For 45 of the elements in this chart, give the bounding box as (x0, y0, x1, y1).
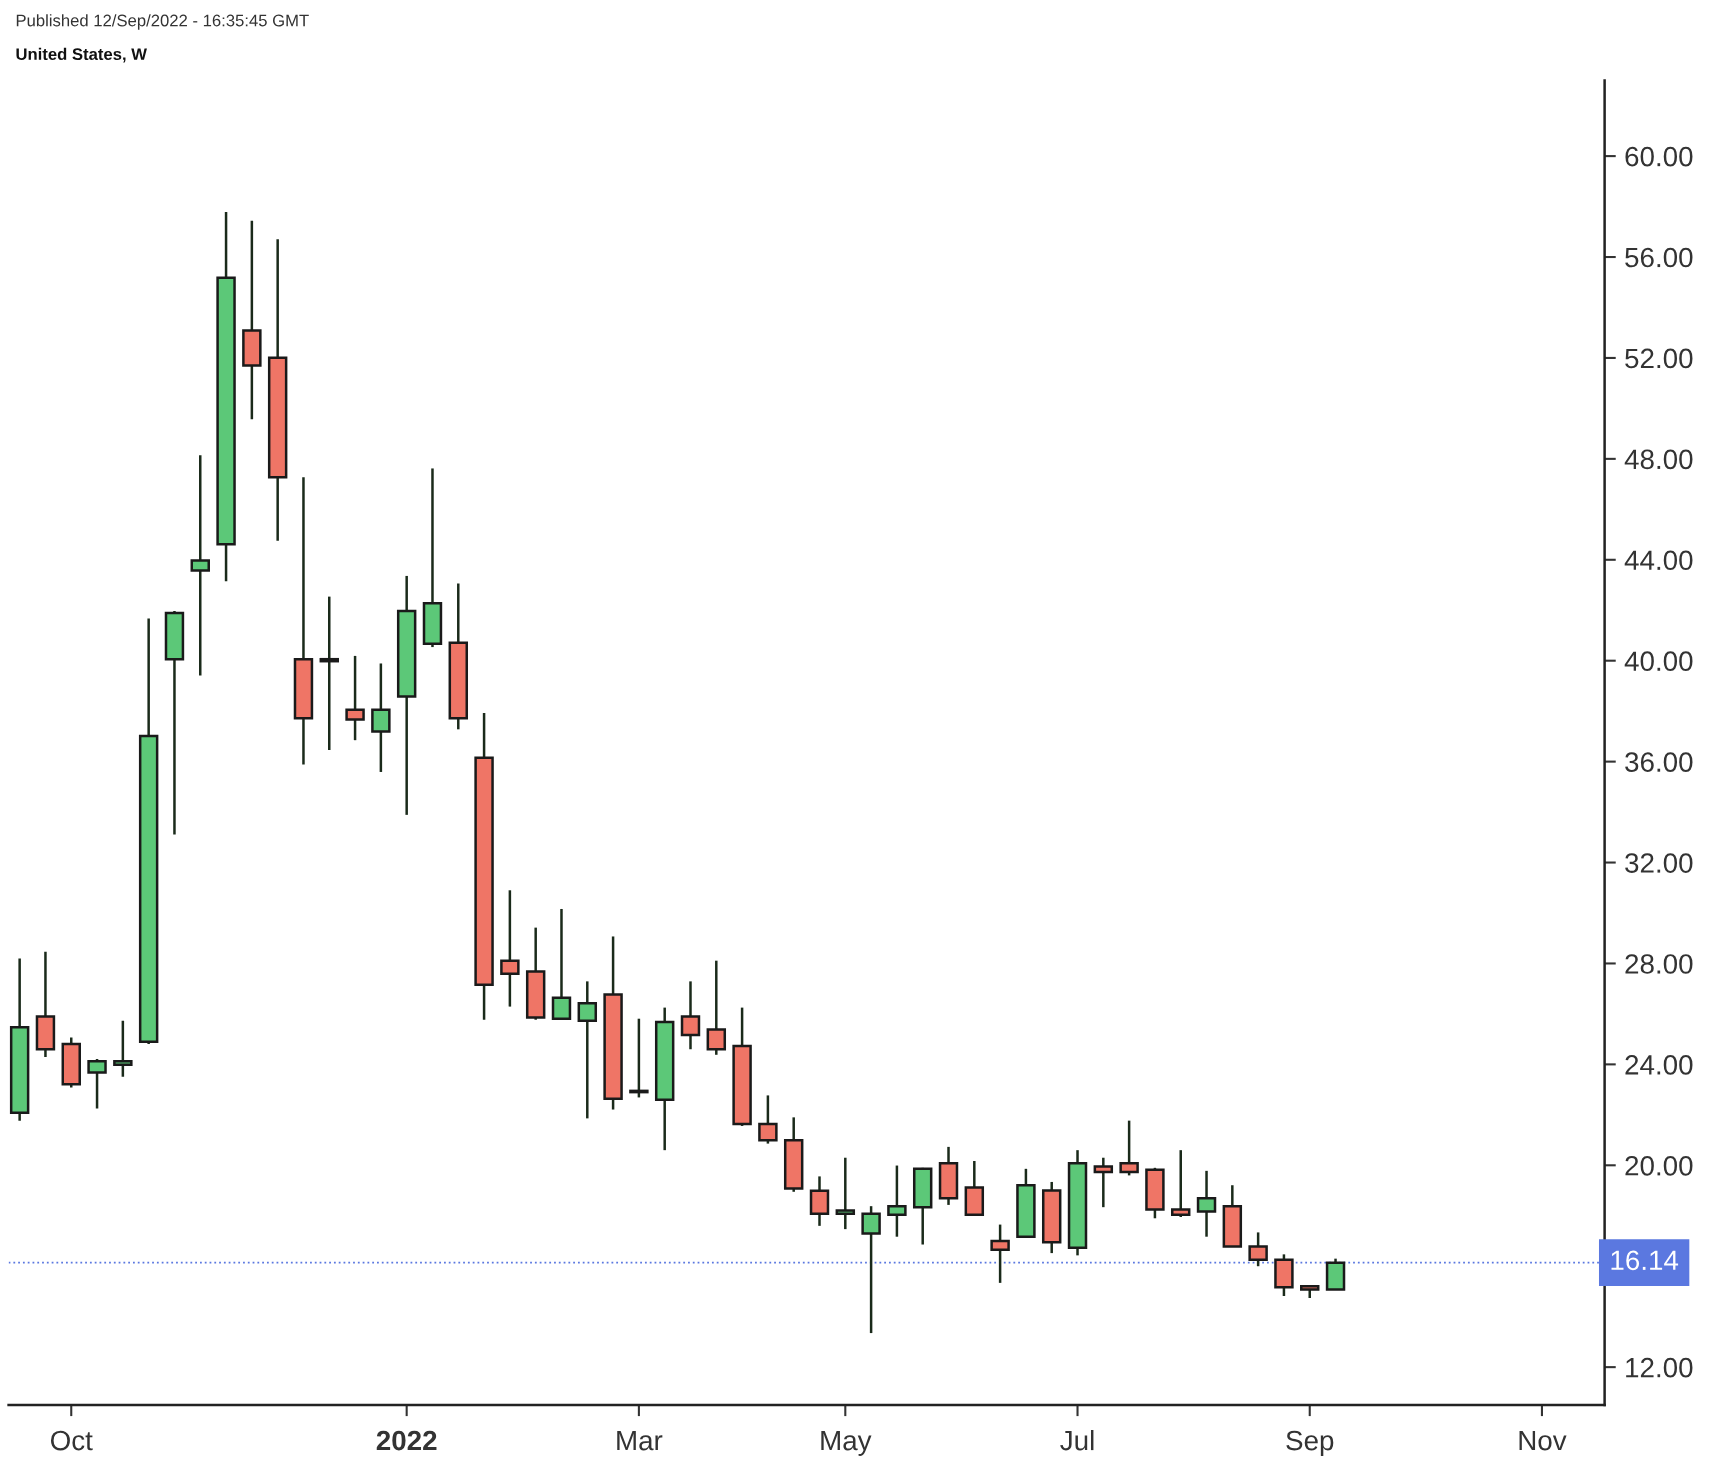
chart-title: United States, W (16, 47, 147, 63)
y-tick-label: 12.00 (1626, 1357, 1693, 1378)
y-tick-label: 28.00 (1625, 954, 1693, 974)
y-tick-label: 36.00 (1625, 752, 1693, 772)
candlestick (680, 980, 701, 1051)
y-tick-label: 24.00 (1625, 1055, 1693, 1075)
candlestick (1119, 1119, 1139, 1177)
candlestick (1093, 1156, 1114, 1209)
candlestick (809, 1175, 830, 1228)
ref-line-label: 16.14 (1611, 1250, 1679, 1271)
candlestick (371, 662, 391, 774)
y-tick-label: 20.00 (1625, 1155, 1693, 1176)
candlestick (113, 1019, 133, 1078)
y-tick-label: 40.00 (1624, 651, 1693, 672)
y-tick-label: 32.00 (1625, 853, 1693, 873)
y-tick-label: 52.00 (1625, 348, 1693, 369)
candlestick (551, 907, 572, 1021)
x-tick-label: 2022 (376, 1430, 437, 1451)
text: Published 12/Sep/2022 - 16:35:45 GMT (16, 14, 309, 30)
candlestick (835, 1156, 856, 1231)
y-tick-label: 56.00 (1625, 247, 1693, 268)
y-tick-label: 48.00 (1624, 449, 1693, 470)
x-tick-label: Sep (1286, 1430, 1334, 1456)
candlestick (706, 959, 727, 1057)
x-tick-label: May (821, 1431, 872, 1456)
candlestick (345, 654, 365, 742)
x-tick-label: Oct (50, 1430, 93, 1451)
candlestick (887, 1164, 907, 1238)
x-tick-label: Nov (1519, 1431, 1567, 1451)
candlestick (758, 1094, 778, 1145)
candlestick (1196, 1169, 1217, 1238)
candlestick (87, 1057, 107, 1110)
y-tick-label: 60.00 (1625, 146, 1693, 167)
x-tick-label: Mar (617, 1431, 663, 1451)
candlestick (1248, 1231, 1268, 1268)
candlestick (1171, 1148, 1191, 1219)
x-tick-label: Jul (1060, 1429, 1094, 1451)
candlestick (629, 1017, 649, 1099)
y-tick-label: 44.00 (1624, 550, 1693, 571)
candlestick (190, 454, 210, 677)
candlestick (861, 1204, 881, 1335)
candlestick (319, 595, 339, 752)
candlestick (990, 1223, 1010, 1285)
candlestick (577, 980, 598, 1120)
candlestick (500, 889, 520, 1008)
